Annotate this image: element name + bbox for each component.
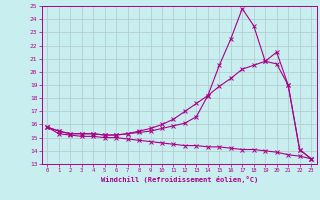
X-axis label: Windchill (Refroidissement éolien,°C): Windchill (Refroidissement éolien,°C) [100, 176, 258, 183]
